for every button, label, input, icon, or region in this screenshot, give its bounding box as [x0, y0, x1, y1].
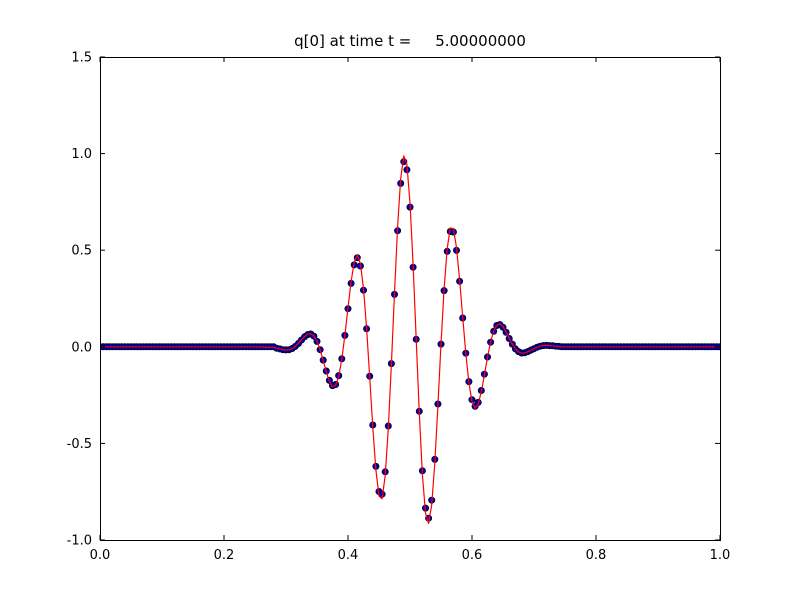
exact-solution-line — [100, 155, 720, 524]
y-tick-label: 1.5 — [71, 51, 92, 66]
x-tick-label: 0.8 — [586, 548, 607, 563]
y-tick-label: -0.5 — [67, 437, 92, 452]
x-tick-label: 0.0 — [90, 548, 111, 563]
y-tick-label: 0.5 — [71, 244, 92, 259]
axes-frame — [100, 57, 721, 541]
data-layer — [100, 155, 720, 524]
x-tick-label: 1.0 — [710, 548, 731, 563]
y-tick-label: 0.0 — [71, 340, 92, 355]
x-tick-label: 0.6 — [462, 548, 483, 563]
plot-title: q[0] at time t = 5.00000000 — [294, 32, 526, 50]
axes-layer: 0.0 0.2 0.4 0.6 0.8 1.0 -1.0 -0.5 0.0 0.5 1.0 1.5 — [67, 51, 731, 564]
x-tick-label: 0.4 — [338, 548, 359, 563]
y-tick-label: 1.0 — [71, 147, 92, 162]
x-tick-label: 0.2 — [214, 548, 235, 563]
y-tick-label: -1.0 — [67, 534, 92, 549]
